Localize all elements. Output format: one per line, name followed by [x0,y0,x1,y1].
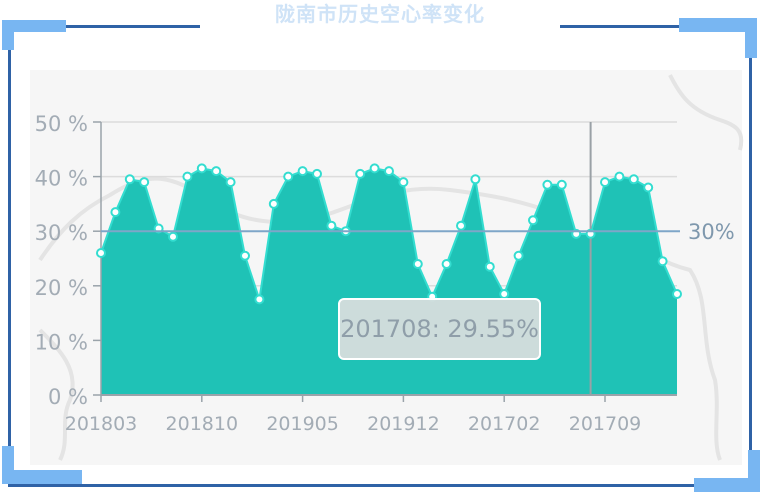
data-point[interactable] [168,231,178,242]
data-point[interactable] [196,163,207,174]
y-tick-label: 10 % [35,330,88,354]
data-point[interactable] [240,250,250,261]
data-point[interactable] [614,171,625,182]
x-tick-label: 201702 [468,413,541,435]
data-point[interactable] [672,289,682,299]
x-tick-label: 201912 [367,413,440,435]
data-point[interactable] [225,177,236,188]
y-tick-label: 50 % [35,112,88,136]
data-point[interactable] [398,177,409,188]
data-point[interactable] [297,166,308,177]
data-point[interactable] [182,171,193,182]
data-point[interactable] [556,179,567,190]
data-point[interactable] [528,215,538,226]
corner-decoration-top-left-v [2,20,14,50]
data-point[interactable] [643,182,654,193]
data-point[interactable] [355,168,366,179]
x-tick-label: 201803 [65,413,138,435]
x-tick-label: 201905 [266,413,339,435]
data-point[interactable] [369,163,380,174]
data-point[interactable] [283,171,294,182]
data-points [96,163,682,305]
data-point[interactable] [542,179,553,190]
x-tick-label: 201810 [166,413,239,435]
corner-decoration-bottom-left-v [2,446,14,484]
data-point[interactable] [657,256,668,267]
data-point[interactable] [470,174,481,185]
data-point[interactable] [600,177,610,188]
y-tick-label: 0 % [48,385,88,409]
y-tick-label: 40 % [35,167,88,191]
data-point[interactable] [326,220,337,231]
data-point[interactable] [412,259,423,269]
chart-title: 陇南市历史空心率变化 [200,0,560,30]
data-point[interactable] [254,294,265,305]
corner-decoration-top-right [679,18,757,32]
data-point[interactable] [124,174,135,185]
data-point[interactable] [456,220,466,231]
corner-decoration-bottom-left [2,470,82,484]
corner-decoration-bottom-right-v [748,450,760,492]
axes [93,121,677,402]
data-point[interactable] [484,261,495,272]
corner-decoration-top-right-v [745,18,757,58]
data-point[interactable] [268,198,279,209]
data-point[interactable] [211,166,222,177]
y-tick-label: 30 % [35,221,88,245]
corner-decoration-top-left [2,20,66,32]
corner-decoration-bottom-right [694,478,760,492]
hover-tooltip: 201708: 29.55% [338,298,541,360]
axis-labels: 0 % 10 % 20 % 30 % 40 % 50 % 201803 201810 20190… [35,112,642,435]
data-point[interactable] [139,177,150,188]
chart-frame [8,25,752,487]
data-point[interactable] [110,207,121,218]
mark-line-layer: 30% [101,220,735,244]
mark-line-label: 30% [688,220,735,244]
data-point[interactable] [96,248,106,258]
data-point[interactable] [513,250,524,261]
data-point[interactable] [384,166,394,177]
x-tick-label: 201709 [569,413,642,435]
data-point[interactable] [628,174,639,185]
data-point[interactable] [312,168,322,179]
data-point[interactable] [441,259,452,269]
y-tick-label: 20 % [35,276,88,300]
